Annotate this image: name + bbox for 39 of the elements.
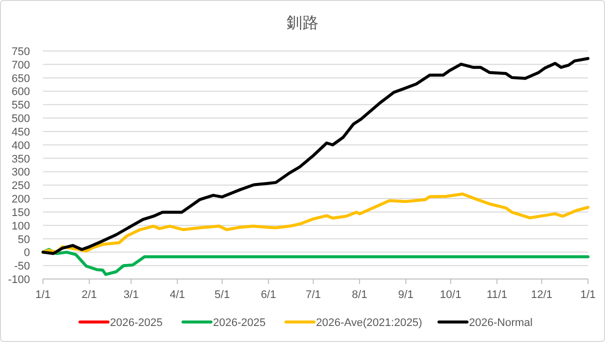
legend-label: 2026-Ave(2021:2025) (316, 317, 422, 329)
y-tick-label: 600 (12, 86, 30, 98)
line-series (42, 192, 590, 254)
y-tick-label: 50 (18, 234, 30, 246)
x-tick-label: 11/1 (486, 289, 508, 301)
legend-label: 2026-Normal (469, 317, 533, 329)
x-tick-label: 8/1 (352, 289, 368, 301)
x-tick-label: 1/1 (580, 289, 596, 301)
x-tick-label: 6/1 (260, 289, 276, 301)
y-tick-label: -50 (14, 260, 30, 273)
y-tick-label: 550 (12, 100, 30, 112)
legend-label: 2026-2025 (213, 317, 266, 329)
x-tick-label: 12/1 (531, 289, 552, 301)
chart-title: 釧路 (286, 15, 318, 32)
y-tick-label: 300 (12, 166, 30, 179)
y-tick-label: 100 (12, 220, 30, 232)
x-tick-label: 10/1 (440, 289, 462, 301)
y-tick-label: 250 (12, 180, 30, 192)
y-tick-label: 150 (12, 206, 30, 219)
x-tick-label: 4/1 (170, 289, 186, 301)
y-tick-label: 400 (12, 140, 30, 152)
x-tick-label: 3/1 (123, 289, 139, 301)
legend-label: 2026-2025 (110, 317, 163, 329)
x-tick-label: 1/1 (35, 289, 51, 301)
y-tick-label: 450 (12, 126, 30, 138)
y-tick-label: 200 (12, 194, 30, 206)
y-tick-label: 750 (12, 46, 30, 58)
x-tick-label: 7/1 (306, 289, 321, 301)
y-tick-label: -100 (8, 274, 30, 286)
y-tick-label: 500 (12, 113, 30, 126)
y-tick-label: 700 (12, 59, 30, 72)
y-tick-label: 350 (12, 153, 30, 166)
x-tick-label: 9/1 (398, 289, 414, 301)
line-series (42, 57, 590, 256)
x-tick-label: 5/1 (214, 289, 230, 301)
y-tick-label: 0 (24, 247, 30, 260)
x-tick-label: 2/1 (82, 289, 97, 301)
y-tick-label: 650 (12, 72, 30, 85)
line-series (42, 248, 590, 276)
